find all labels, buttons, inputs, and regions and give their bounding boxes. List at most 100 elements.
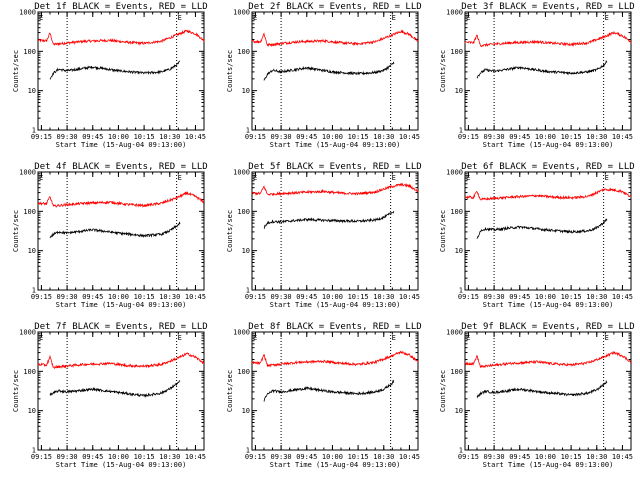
- detector-panel: Det 3f BLACK = Events, RED = LLD 1 10 100 10…: [439, 2, 635, 149]
- event-rate-line: [49, 60, 181, 80]
- x-tick-label: 09:15: [31, 293, 52, 301]
- y-tick-label: 1: [246, 447, 250, 455]
- event-rate-line: [263, 61, 395, 81]
- x-tick-label: 10:15: [134, 453, 155, 461]
- x-tick-label: 09:30: [271, 133, 292, 141]
- y-tick-label: 1: [32, 287, 36, 295]
- x-tick-label: 10:00: [535, 133, 556, 141]
- event-marker-label: E: [253, 174, 257, 182]
- event-marker-label: E: [178, 174, 182, 182]
- x-tick-label: 10:30: [373, 453, 394, 461]
- x-tick-label: 09:30: [484, 293, 505, 301]
- x-tick-label: 10:15: [561, 453, 582, 461]
- plot-frame: [37, 331, 205, 451]
- x-tick-label: 09:15: [458, 133, 479, 141]
- y-tick-label: 100: [23, 208, 36, 216]
- lld-rate-line: [251, 182, 419, 197]
- y-axis-label: Counts/sec: [12, 210, 20, 252]
- x-tick-label: 10:45: [185, 293, 206, 301]
- x-tick-label: 10:15: [134, 133, 155, 141]
- panel-title: Det 1f BLACK = Events, RED = LLD: [34, 2, 207, 12]
- y-axis-label: Counts/sec: [439, 50, 447, 92]
- x-tick-label: 10:30: [373, 133, 394, 141]
- event-marker-label: E: [605, 14, 609, 22]
- event-rate-line: [263, 210, 395, 230]
- x-tick-label: 10:00: [108, 453, 129, 461]
- plot-frame: [251, 331, 419, 451]
- y-tick-label: 1: [32, 447, 36, 455]
- detector-panel: Det 2f BLACK = Events, RED = LLD 1 10 100 10…: [226, 2, 422, 149]
- event-marker-label: E: [392, 174, 396, 182]
- y-tick-label: 100: [237, 208, 250, 216]
- x-tick-label: 09:45: [296, 133, 317, 141]
- x-tick-label: 10:15: [348, 293, 369, 301]
- x-tick-label: 10:00: [108, 293, 129, 301]
- y-tick-label: 10: [455, 407, 463, 415]
- event-marker-label: E: [392, 14, 396, 22]
- x-axis-label: Start Time (15-Aug-04 09:13:00): [483, 461, 614, 469]
- event-rate-line: [476, 60, 608, 79]
- lld-rate-line: [37, 352, 205, 369]
- x-tick-label: 10:15: [561, 293, 582, 301]
- x-tick-label: 09:30: [484, 453, 505, 461]
- x-tick-label: 10:15: [348, 133, 369, 141]
- event-marker-label: E: [178, 334, 182, 342]
- y-tick-label: 10: [455, 247, 463, 255]
- event-marker-label: E: [39, 334, 43, 342]
- panel-title: Det 7f BLACK = Events, RED = LLD: [34, 322, 207, 332]
- y-tick-label: 100: [450, 48, 463, 56]
- event-rate-line: [476, 218, 608, 239]
- detector-panel: Det 1f BLACK = Events, RED = LLD 1 10 100 10…: [12, 2, 208, 149]
- x-tick-label: 09:15: [245, 453, 266, 461]
- x-tick-label: 10:00: [322, 293, 343, 301]
- x-tick-label: 10:15: [561, 133, 582, 141]
- x-tick-label: 09:15: [458, 453, 479, 461]
- y-tick-label: 100: [23, 368, 36, 376]
- x-tick-label: 09:45: [509, 293, 530, 301]
- y-tick-label: 1: [459, 447, 463, 455]
- x-tick-label: 10:15: [348, 453, 369, 461]
- y-axis-label: Counts/sec: [439, 210, 447, 252]
- x-tick-label: 09:45: [82, 133, 103, 141]
- y-tick-label: 1000: [446, 9, 463, 17]
- x-tick-label: 10:45: [399, 133, 420, 141]
- y-axis-label: Counts/sec: [12, 370, 20, 412]
- x-axis-label: Start Time (15-Aug-04 09:13:00): [56, 141, 187, 149]
- x-tick-label: 09:15: [31, 453, 52, 461]
- lld-rate-line: [464, 187, 632, 201]
- x-tick-label: 10:00: [322, 133, 343, 141]
- x-tick-label: 10:45: [185, 453, 206, 461]
- detector-panel: Det 5f BLACK = Events, RED = LLD 1 10 100 10…: [226, 162, 422, 309]
- lld-rate-line: [251, 350, 419, 368]
- x-tick-label: 10:00: [535, 453, 556, 461]
- detector-panel: Det 4f BLACK = Events, RED = LLD 1 10 100 10…: [12, 162, 208, 309]
- plot-frame: [464, 331, 632, 451]
- y-tick-label: 10: [242, 247, 250, 255]
- x-axis-label: Start Time (15-Aug-04 09:13:00): [270, 301, 401, 309]
- plot-frame: [464, 171, 632, 291]
- panel-title: Det 8f BLACK = Events, RED = LLD: [248, 322, 421, 332]
- event-marker-label: E: [39, 174, 43, 182]
- y-tick-label: 1000: [446, 329, 463, 337]
- x-tick-label: 10:00: [535, 293, 556, 301]
- x-tick-label: 09:30: [271, 453, 292, 461]
- y-tick-label: 1: [459, 127, 463, 135]
- lld-rate-line: [251, 29, 419, 48]
- x-tick-label: 10:00: [108, 133, 129, 141]
- y-axis-label: Counts/sec: [439, 370, 447, 412]
- x-tick-label: 09:30: [57, 453, 78, 461]
- lld-rate-line: [37, 191, 205, 208]
- y-tick-label: 1000: [19, 329, 36, 337]
- y-tick-label: 100: [23, 48, 36, 56]
- plot-frame: [251, 171, 419, 291]
- x-tick-label: 10:30: [586, 133, 607, 141]
- x-tick-label: 09:45: [296, 293, 317, 301]
- y-axis-label: Counts/sec: [226, 370, 234, 412]
- y-tick-label: 1000: [233, 9, 250, 17]
- x-tick-label: 10:45: [399, 453, 420, 461]
- event-marker-label: E: [466, 174, 470, 182]
- y-axis-label: Counts/sec: [226, 50, 234, 92]
- y-tick-label: 100: [450, 368, 463, 376]
- x-tick-label: 09:45: [82, 453, 103, 461]
